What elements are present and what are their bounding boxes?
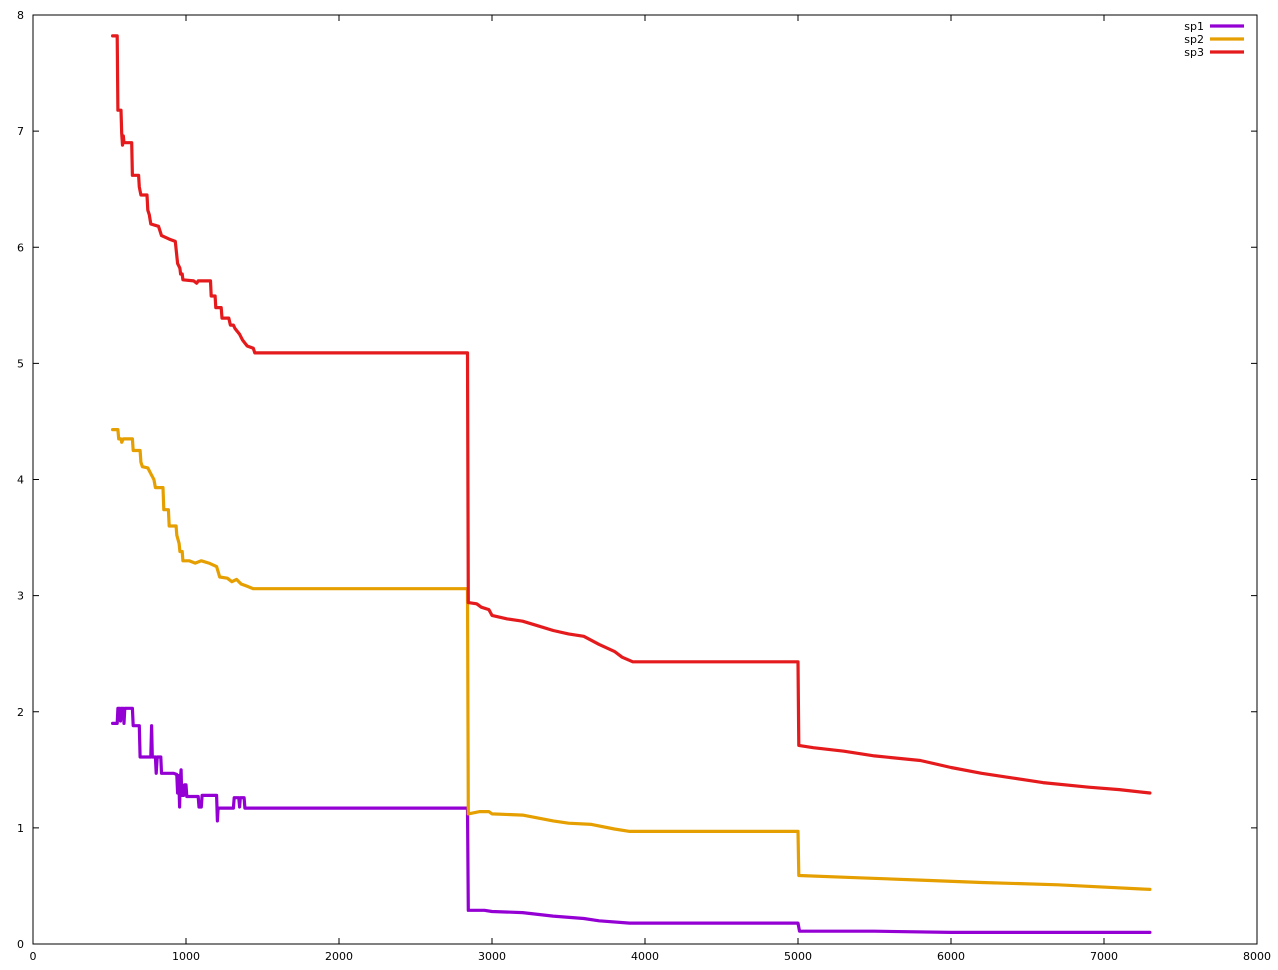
x-tick-label: 1000 (172, 950, 200, 963)
series-layer (111, 34, 1152, 934)
x-tick-label: 5000 (784, 950, 812, 963)
y-tick-label: 1 (17, 822, 24, 835)
y-tick-label: 0 (17, 938, 24, 951)
x-tick-label: 4000 (631, 950, 659, 963)
x-tick-label: 3000 (478, 950, 506, 963)
x-tick-label: 8000 (1243, 950, 1271, 963)
x-tick-label: 0 (30, 950, 37, 963)
y-axis-ticks: 0 1 2 3 4 5 6 7 8 (17, 9, 1257, 951)
y-tick-label: 2 (17, 706, 24, 719)
x-tick-label: 6000 (937, 950, 965, 963)
series-line-sp2 (111, 428, 1152, 891)
series-line-sp3 (111, 34, 1152, 795)
legend-label-sp3: sp3 (1184, 46, 1204, 59)
y-tick-label: 3 (17, 590, 24, 603)
x-axis-ticks: 0 1000 2000 3000 4000 5000 6000 7000 8000 (30, 15, 1271, 963)
legend-label-sp2: sp2 (1184, 33, 1204, 46)
y-tick-label: 8 (17, 9, 24, 22)
x-tick-label: 7000 (1090, 950, 1118, 963)
x-tick-label: 2000 (325, 950, 353, 963)
legend-label-sp1: sp1 (1184, 20, 1204, 33)
series-line-sp1 (111, 706, 1152, 934)
y-tick-label: 6 (17, 241, 24, 254)
y-tick-label: 7 (17, 125, 24, 138)
y-tick-label: 5 (17, 357, 24, 370)
y-tick-label: 4 (17, 474, 24, 487)
